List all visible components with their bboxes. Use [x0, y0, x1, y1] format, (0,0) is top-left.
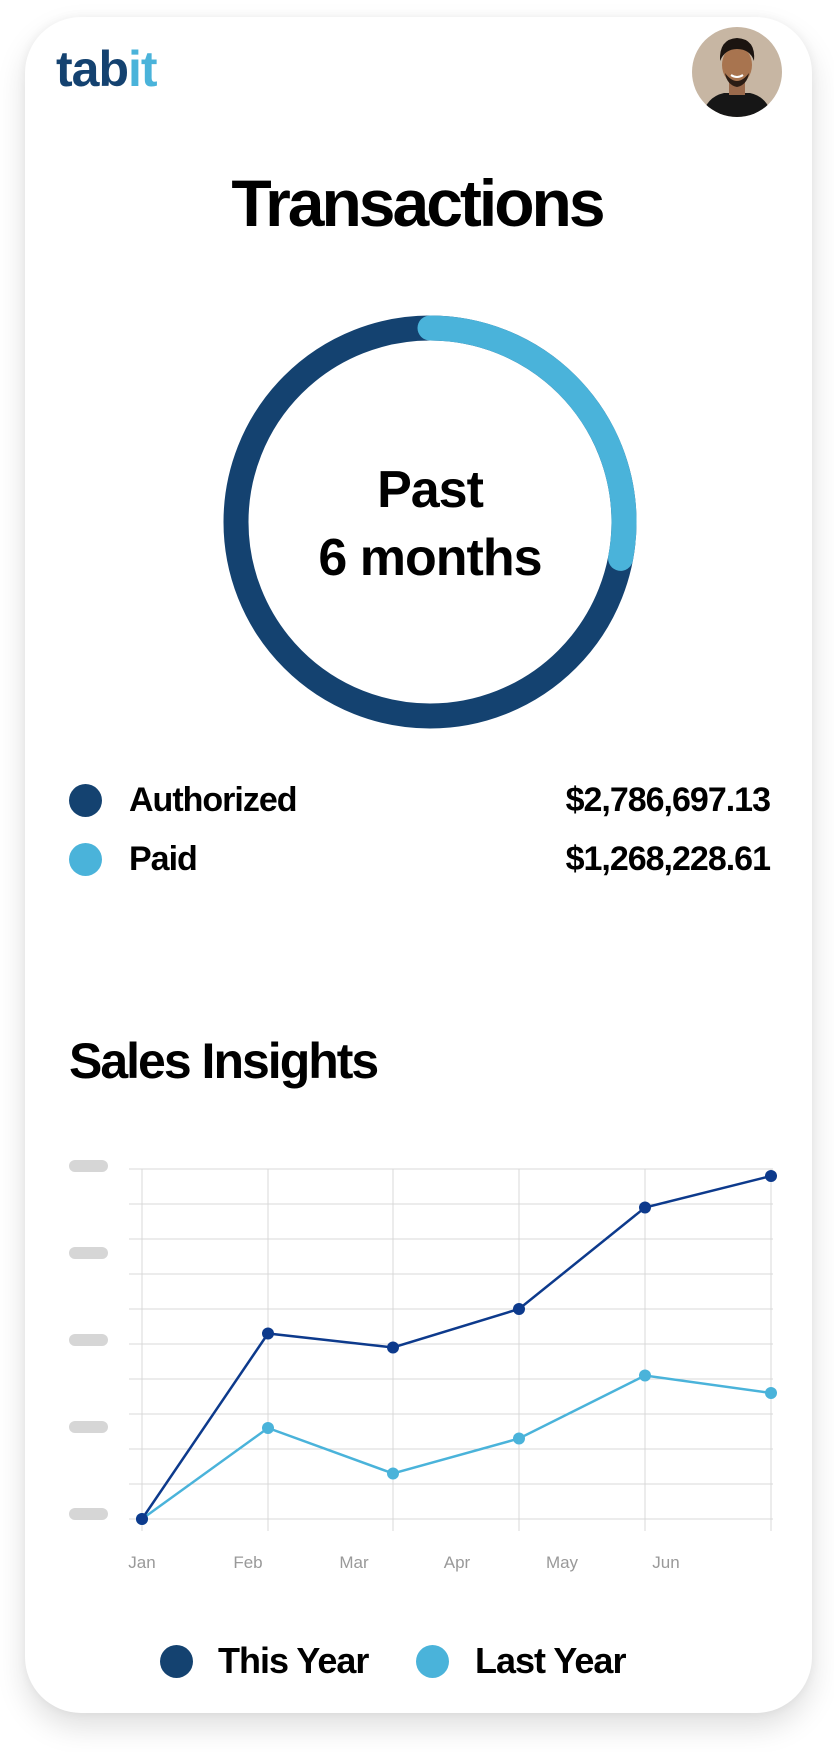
- y-axis-label-placeholder: [69, 1160, 108, 1172]
- paid-value: $1,268,228.61: [565, 840, 771, 878]
- x-tick-label: May: [546, 1553, 579, 1572]
- legend-authorized: Authorized $2,786,697.13: [69, 781, 771, 821]
- avatar-image: [692, 27, 782, 117]
- transactions-donut: [223, 315, 637, 729]
- x-tick-label: Apr: [444, 1553, 471, 1572]
- authorized-value: $2,786,697.13: [565, 781, 771, 819]
- donut-center-line2: 6 months: [318, 529, 542, 587]
- x-tick-label: Jan: [128, 1553, 155, 1572]
- data-point: [387, 1467, 399, 1480]
- legend-last-year: Last Year: [475, 1640, 626, 1681]
- logo-accent-text: it: [128, 41, 158, 97]
- y-axis-label-placeholder: [69, 1421, 108, 1433]
- data-point: [136, 1513, 148, 1525]
- legend-this-year: This Year: [218, 1640, 369, 1681]
- dashboard-card: [25, 17, 812, 1713]
- sales-insights-title: Sales Insights: [69, 1033, 379, 1089]
- donut-paid-arc: [417, 315, 637, 571]
- y-axis-label-placeholder: [69, 1508, 108, 1520]
- x-tick-label: Feb: [233, 1553, 262, 1572]
- data-point: [513, 1432, 525, 1445]
- x-tick-label: Mar: [339, 1553, 369, 1572]
- data-point: [765, 1387, 777, 1399]
- paid-dot-icon: [69, 843, 102, 876]
- logo-text: tab: [56, 41, 129, 97]
- data-point: [262, 1327, 274, 1340]
- y-axis-label-placeholder: [69, 1334, 108, 1346]
- user-avatar[interactable]: [692, 27, 782, 117]
- data-point: [262, 1422, 274, 1434]
- authorized-label: Authorized: [129, 781, 298, 819]
- sales-line-chart: Jan Feb Mar Apr May Jun: [69, 1160, 777, 1572]
- data-point: [513, 1303, 525, 1315]
- data-point: [639, 1201, 651, 1214]
- series-line-last-year: [141, 1374, 772, 1521]
- x-tick-label: Jun: [652, 1553, 679, 1572]
- series-line-this-year: [140, 1174, 772, 1520]
- legend-paid: Paid $1,268,228.61: [69, 840, 771, 880]
- paid-label: Paid: [129, 840, 198, 878]
- data-point: [387, 1341, 399, 1354]
- tabit-logo[interactable]: tabit: [56, 40, 158, 98]
- donut-center-line1: Past: [377, 461, 484, 519]
- this-year-dot-icon: [160, 1645, 193, 1678]
- y-axis-label-placeholder: [69, 1247, 108, 1259]
- data-point: [639, 1369, 651, 1382]
- page-title: Transactions: [231, 166, 605, 240]
- authorized-dot-icon: [69, 784, 102, 817]
- data-point: [765, 1170, 777, 1182]
- last-year-dot-icon: [416, 1645, 449, 1678]
